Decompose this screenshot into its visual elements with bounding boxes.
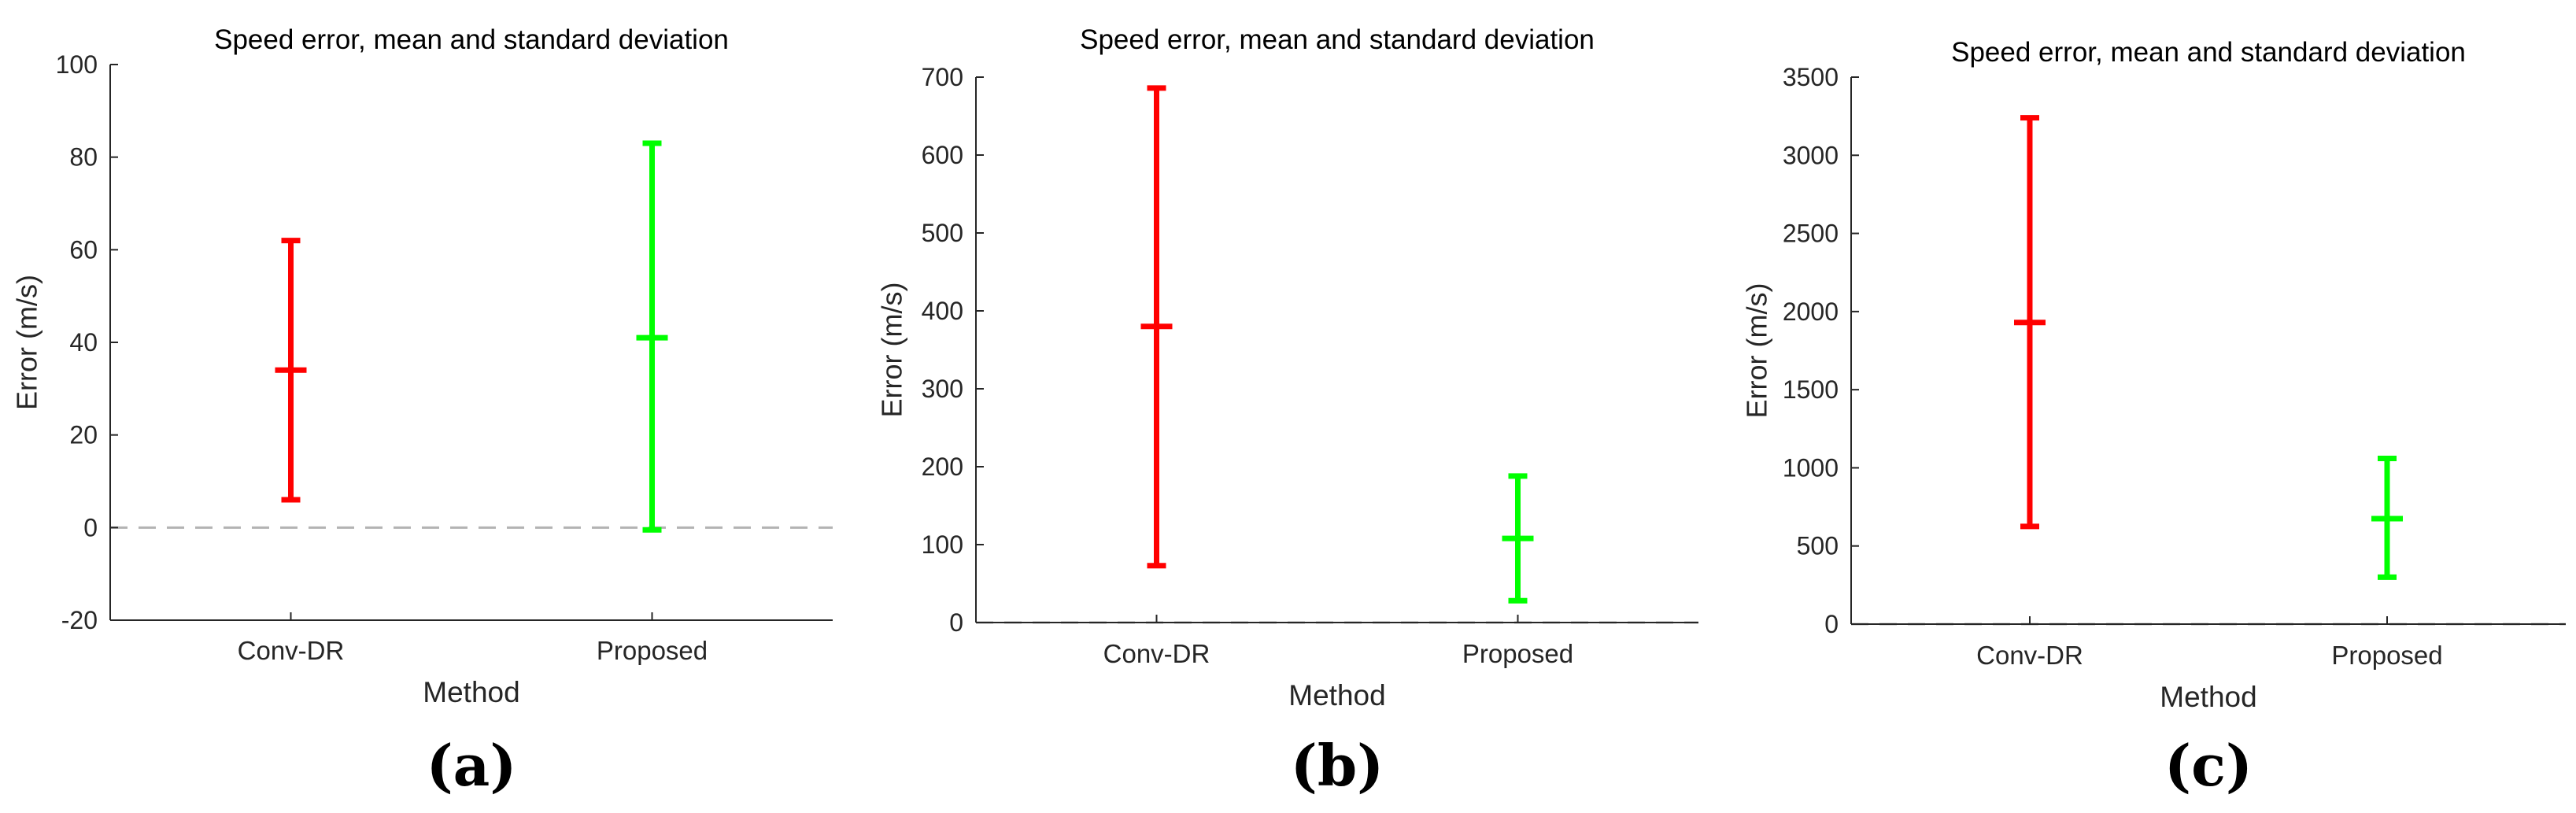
chart-panel-2: 0 100 200 300 400 500 600 700 Conv-DR Proposed Spe… — [876, 24, 1698, 799]
chart-title: Speed error, mean and standard deviation — [1951, 37, 2466, 68]
panel-label: (a) — [427, 732, 517, 799]
y-tick-label: 100 — [922, 530, 963, 559]
y-tick-label: 1000 — [1783, 453, 1839, 482]
panel-label: (c) — [2164, 732, 2253, 799]
chart-title: Speed error, mean and standard deviation — [1080, 24, 1595, 55]
y-tick-label: 20 — [69, 421, 98, 449]
y-tick-label: 600 — [922, 141, 963, 169]
y-tick-label: 0 — [949, 608, 963, 637]
y-tick-label: -20 — [61, 606, 98, 634]
chart-title: Speed error, mean and standard deviation — [214, 24, 729, 55]
y-tick-label: 40 — [69, 328, 98, 357]
chart-panel-3: 0 500 1000 1500 2000 2500 3000 3500 Conv-DR Propo… — [1741, 37, 2566, 799]
y-tick-label: 2500 — [1783, 220, 1839, 248]
x-tick-label: Proposed — [597, 636, 708, 665]
y-tick-label: 400 — [922, 297, 963, 325]
y-tick-label: 300 — [922, 375, 963, 403]
y-tick-label: 80 — [69, 143, 98, 172]
y-tick-label: 700 — [922, 63, 963, 91]
y-tick-label: 0 — [1824, 610, 1839, 638]
x-axis-label: Method — [2160, 681, 2256, 713]
y-tick-label: 200 — [922, 453, 963, 481]
x-axis-label: Method — [1288, 679, 1385, 711]
x-axis-label: Method — [423, 676, 519, 708]
y-tick-label: 2000 — [1783, 297, 1839, 326]
y-tick-label: 3500 — [1783, 63, 1839, 91]
x-tick-label: Conv-DR — [1976, 641, 2083, 670]
x-tick-label: Conv-DR — [1103, 639, 1210, 668]
chart-panel-1: -20 0 20 40 60 80 100 Conv-DR Proposed Speed erro… — [11, 24, 833, 799]
x-tick-label: Proposed — [2331, 641, 2442, 670]
y-tick-label: 100 — [56, 50, 98, 79]
y-tick-label: 0 — [83, 513, 98, 541]
y-tick-label: 500 — [922, 219, 963, 247]
x-tick-label: Proposed — [1462, 639, 1573, 668]
y-axis-label: Error (m/s) — [1741, 283, 1773, 419]
x-tick-label: Conv-DR — [238, 636, 345, 665]
y-axis-label: Error (m/s) — [876, 283, 908, 418]
panel-label: (b) — [1291, 732, 1384, 799]
y-tick-label: 500 — [1797, 532, 1839, 560]
y-tick-label: 3000 — [1783, 141, 1839, 169]
y-tick-label: 60 — [69, 235, 98, 264]
y-tick-label: 1500 — [1783, 375, 1839, 404]
y-axis-label: Error (m/s) — [11, 275, 43, 410]
